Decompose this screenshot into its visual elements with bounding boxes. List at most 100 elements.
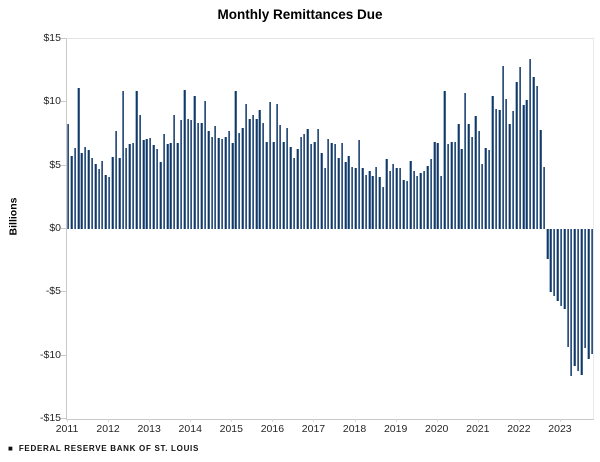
chart-bar	[491, 96, 494, 229]
y-tick-label: -$10	[39, 348, 61, 361]
x-tick-label: 2014	[178, 423, 202, 435]
chart-bar	[145, 139, 148, 229]
chart-bar	[220, 139, 224, 229]
chart-title: Monthly Remittances Due	[217, 7, 383, 22]
y-tick-label: -$15	[39, 412, 61, 424]
chart-bar	[241, 127, 244, 229]
chart-bar	[422, 170, 426, 229]
y-tick-label: $15	[43, 32, 61, 44]
chart-bar	[73, 147, 77, 229]
chart-bar	[539, 130, 542, 229]
chart-bar	[470, 136, 474, 229]
x-tick-label: 2017	[301, 423, 326, 435]
chart-bar	[368, 170, 371, 229]
x-tick-label: 2016	[260, 423, 285, 435]
chart-bar	[378, 177, 381, 229]
y-tick-mark	[61, 38, 66, 39]
chart-bar	[477, 131, 481, 229]
y-tick-mark	[61, 354, 66, 356]
source-marker-icon: ■	[8, 444, 13, 453]
chart-bar	[361, 168, 364, 229]
chart-bar	[251, 115, 255, 229]
chart-bar	[100, 160, 104, 229]
chart-bar	[542, 166, 546, 229]
chart-bar	[285, 127, 289, 229]
x-tick-mark	[190, 419, 192, 422]
chart-bar	[518, 66, 522, 229]
chart-bar	[124, 147, 128, 229]
y-tick-mark	[61, 164, 66, 166]
chart-bar	[207, 131, 210, 229]
chart-bar	[131, 142, 135, 229]
chart-bar	[292, 158, 296, 229]
chart-bar	[446, 144, 450, 229]
chart-bar	[347, 155, 350, 229]
chart-bar	[183, 89, 186, 229]
chart-bar	[309, 144, 313, 229]
chart-bar	[306, 128, 309, 229]
chart-bar	[248, 118, 251, 229]
chart-bar	[344, 161, 347, 229]
x-tick-label: 2023	[548, 423, 572, 435]
chart-bar	[97, 169, 101, 229]
chart-bar	[227, 131, 231, 229]
chart-bar	[487, 150, 491, 229]
chart-bar	[494, 108, 498, 229]
chart-bar	[118, 158, 121, 229]
chart-bar	[159, 161, 162, 229]
chart-bar	[83, 146, 87, 229]
chart-bar	[179, 120, 183, 229]
x-tick-mark	[559, 419, 561, 422]
chart-bar	[299, 136, 303, 229]
chart-bar	[350, 166, 354, 229]
chart-bar	[313, 141, 316, 229]
chart-bar	[186, 118, 190, 229]
chart-bar	[265, 141, 268, 229]
chart-bar	[237, 132, 241, 229]
x-tick-mark	[231, 419, 233, 422]
chart-bar	[374, 166, 378, 229]
y-tick-mark	[61, 418, 66, 419]
chart-bar	[302, 134, 306, 229]
chart-bar	[77, 88, 80, 229]
chart-bar	[94, 164, 97, 229]
x-tick-label: 2013	[137, 423, 161, 435]
y-tick-label: $0	[49, 222, 61, 234]
chart-bar	[258, 109, 261, 229]
chart-bar	[515, 82, 518, 229]
chart-bar	[580, 229, 583, 375]
x-tick-mark	[436, 419, 438, 422]
x-tick-label: 2019	[383, 423, 408, 435]
chart-bar	[535, 85, 539, 229]
x-tick-label: 2018	[342, 423, 367, 435]
chart-bar	[70, 155, 73, 229]
chart-bar	[364, 174, 368, 229]
chart-bar	[511, 111, 515, 229]
chart-bar	[453, 141, 457, 229]
x-tick-mark	[395, 419, 397, 422]
chart-bar	[419, 173, 422, 229]
chart-bar	[148, 137, 152, 229]
chart-bar	[569, 229, 573, 376]
chart-bar	[224, 136, 227, 229]
chart-bar	[172, 115, 176, 229]
chart-bar	[480, 164, 484, 229]
chart-bar	[289, 146, 292, 229]
x-tick-mark	[477, 419, 479, 422]
chart-bar	[587, 229, 590, 360]
y-tick-mark	[61, 291, 66, 293]
chart-bar	[169, 142, 172, 229]
chart-bar	[217, 137, 220, 229]
chart-bar	[196, 122, 200, 229]
chart-bar	[573, 229, 576, 366]
chart-bar	[138, 115, 142, 229]
chart-bar	[282, 141, 285, 229]
chart-bar	[439, 175, 443, 229]
chart-bar	[326, 139, 330, 229]
chart-bar	[467, 123, 470, 229]
chart-bar	[268, 102, 272, 229]
chart-bar	[104, 174, 107, 229]
y-tick-mark	[61, 101, 66, 103]
chart-bar	[234, 90, 237, 229]
